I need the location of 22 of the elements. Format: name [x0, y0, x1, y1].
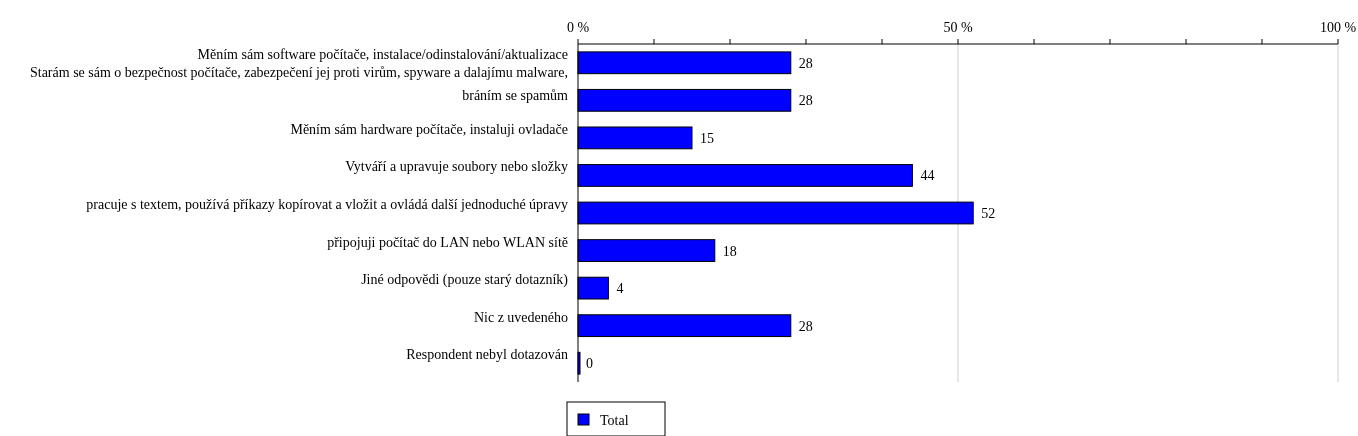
data-label: 28	[798, 93, 813, 109]
legend-label: Total	[600, 413, 629, 428]
y-tick-label: Respondent nebyl dotazován	[406, 347, 568, 363]
data-label: 28	[798, 55, 813, 71]
data-label: 52	[981, 206, 996, 221]
data-label: 28	[798, 318, 813, 334]
x-tick-label: 100 %	[1319, 20, 1357, 35]
data-label: 44	[920, 168, 935, 184]
y-tick-label: připojuji počítač do LAN nebo WLAN sítě	[327, 234, 568, 250]
x-tick-label: 50 %	[943, 20, 973, 35]
y-tick-label: Starám se sám o bezpečnost počítače, zabezpečení jej proti virům, spyware a dalajímu malware, bráním se spamům	[29, 65, 569, 104]
data-label: 4	[616, 281, 624, 297]
data-label: 18	[722, 243, 737, 259]
y-tick-label: pracuje s textem, používá příkazy kopírovat a vložit a ovládá další jednoduché úpravy	[86, 197, 568, 212]
x-tick-label: 0 %	[566, 20, 590, 35]
data-label: 0	[586, 356, 593, 372]
y-tick-label: Měním sám software počítače, instalace/odinstalování/aktualizace	[197, 46, 568, 62]
y-tick-label: Nic z uvedeného	[473, 309, 568, 325]
data-label: 15	[700, 130, 714, 146]
y-tick-label: Měním sám hardware počítače, instaluji ovladače	[290, 121, 568, 137]
y-tick-label: Jiné odpovědi (pouze starý dotazník)	[361, 272, 569, 289]
y-tick-label: Vytváří a upravuje soubory nebo složky	[345, 159, 568, 175]
